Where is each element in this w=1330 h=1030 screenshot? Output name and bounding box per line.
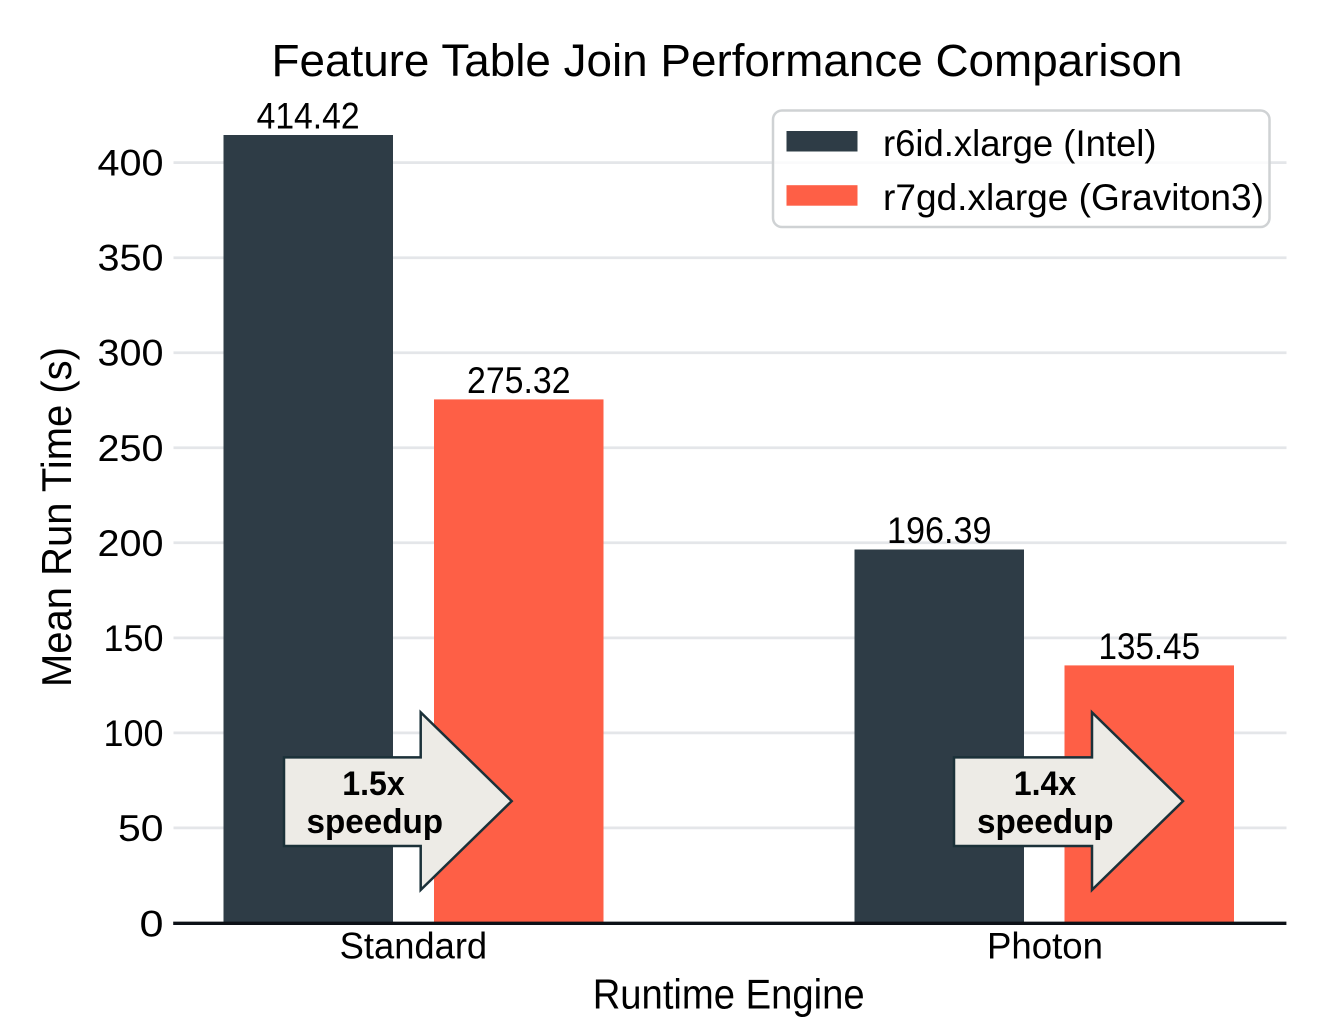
svg-text:196.39: 196.39	[887, 509, 992, 551]
svg-text:speedup: speedup	[977, 803, 1114, 841]
svg-text:r6id.xlarge (Intel): r6id.xlarge (Intel)	[883, 122, 1157, 164]
svg-text:100: 100	[104, 712, 164, 754]
svg-text:275.32: 275.32	[467, 359, 571, 401]
svg-text:r7gd.xlarge (Graviton3): r7gd.xlarge (Graviton3)	[883, 176, 1264, 218]
svg-text:200: 200	[98, 522, 164, 564]
svg-text:Runtime Engine: Runtime Engine	[593, 971, 865, 1018]
svg-text:speedup: speedup	[307, 803, 444, 841]
svg-text:300: 300	[98, 332, 164, 374]
svg-text:Standard: Standard	[340, 924, 488, 966]
svg-text:400: 400	[98, 142, 164, 184]
svg-text:Mean Run Time (s): Mean Run Time (s)	[33, 347, 80, 687]
svg-text:414.42: 414.42	[257, 94, 360, 136]
svg-text:1.5x: 1.5x	[342, 765, 405, 803]
svg-text:350: 350	[98, 237, 164, 279]
svg-text:Photon: Photon	[987, 924, 1103, 966]
svg-text:0: 0	[140, 902, 164, 944]
svg-text:150: 150	[104, 617, 164, 659]
svg-text:50: 50	[118, 807, 164, 849]
svg-text:1.4x: 1.4x	[1014, 765, 1077, 803]
svg-text:250: 250	[98, 427, 164, 469]
svg-text:Feature Table Join Performance: Feature Table Join Performance Compariso…	[272, 35, 1183, 86]
svg-text:135.45: 135.45	[1099, 625, 1201, 667]
